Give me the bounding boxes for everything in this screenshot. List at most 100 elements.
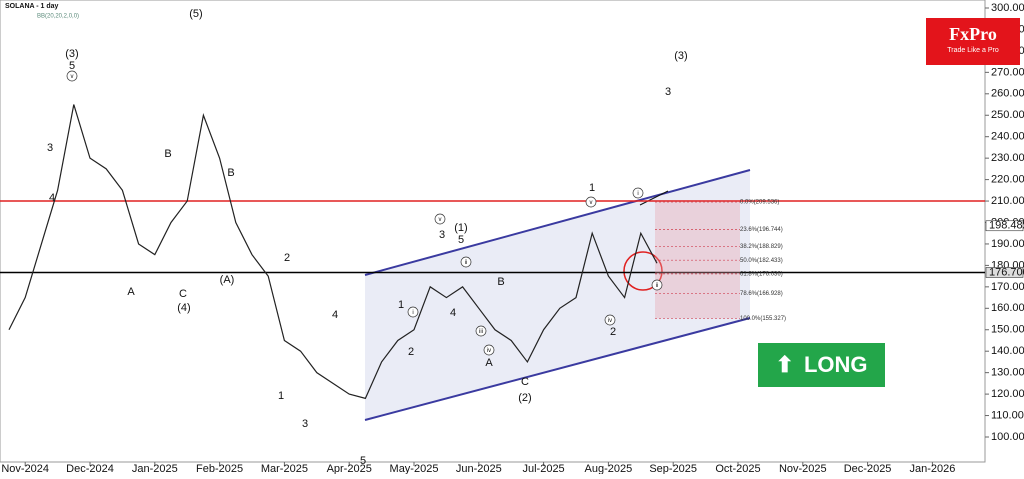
plot-frame: [0, 0, 986, 463]
wave-circle: [585, 196, 597, 208]
wave-label: B: [497, 276, 504, 288]
y-tick-label: 140.000: [991, 345, 1024, 357]
signal-text: LONG: [803, 352, 868, 377]
wave-circle: [460, 256, 472, 268]
price-badge: [985, 267, 1024, 278]
fib-label: 23.6%(196.744): [740, 227, 783, 233]
x-tick-label: May-2025: [390, 463, 439, 474]
wave-label: (1): [454, 222, 467, 234]
circled-label: iv: [608, 318, 612, 324]
x-tick-label: Nov-2025: [779, 463, 827, 474]
wave-label: 3: [47, 142, 53, 154]
wave-circle: [651, 279, 663, 291]
wave-label: C: [521, 376, 529, 388]
wave-label: 5: [458, 234, 464, 246]
x-tick-label: Sep-2025: [649, 463, 697, 474]
y-tick-label: 270.000: [991, 66, 1024, 78]
x-tick-label: Dec-2024: [66, 463, 114, 474]
subtitle: BB(20,20,2,0,0): [37, 14, 79, 20]
wave-label: (4): [177, 302, 190, 314]
highlight-circle: [623, 251, 663, 291]
y-tick-label: 210.000: [991, 195, 1024, 207]
y-tick-label: 170.000: [991, 281, 1024, 293]
wave-label: B: [164, 148, 171, 160]
circled-label: i: [412, 310, 413, 316]
logo-tagline: Trade Like a Pro: [947, 47, 999, 54]
y-tick-label: 100.000: [991, 431, 1024, 443]
fib-label: 38.2%(188.829): [740, 244, 783, 250]
wave-label: 4: [49, 192, 55, 204]
channel-upper: [364, 169, 751, 276]
wave-label: 2: [610, 326, 616, 338]
price-badge: [985, 220, 1024, 232]
circled-label: v: [590, 200, 593, 206]
x-tick-label: Apr-2025: [327, 463, 372, 474]
arrow: [639, 190, 669, 206]
y-tick-label: 220.000: [991, 174, 1024, 186]
wave-circle: [604, 314, 616, 326]
logo: FxPro Trade Like a Pro: [926, 18, 1020, 65]
fib-label: 100.0%(155.327): [740, 316, 786, 322]
circled-label: v: [439, 217, 442, 223]
wave-label: 4: [332, 309, 338, 321]
wave-label: 1: [589, 182, 595, 194]
circled-label: ii: [656, 283, 659, 289]
signal-badge: ⬆ LONG: [758, 343, 885, 387]
x-tick-label: Jul-2025: [522, 463, 564, 474]
arrow-icon: ⬆: [775, 352, 794, 377]
y-tick-label: 110.000: [991, 409, 1024, 421]
wave-label: (2): [518, 392, 531, 404]
x-tick-label: Jun-2025: [456, 463, 502, 474]
wave-label: (3): [65, 48, 78, 60]
y-tick-label: 250.000: [991, 109, 1024, 121]
wave-circle: [407, 306, 419, 318]
wave-label: 3: [302, 418, 308, 430]
fib-zone: [655, 202, 740, 319]
x-tick-label: Dec-2025: [844, 463, 892, 474]
price-badge-label: 198.482: [989, 220, 1024, 232]
wave-label: C: [179, 288, 187, 300]
wave-label: 2: [408, 346, 414, 358]
circled-label: i: [637, 191, 638, 197]
circled-label: v: [71, 74, 74, 80]
x-tick-label: Jan-2025: [132, 463, 178, 474]
fib-label: 78.6%(166.928): [740, 291, 783, 297]
wave-label: (3): [674, 50, 687, 62]
wave-label: (5): [189, 8, 202, 20]
fib-label: 61.8%(176.036): [740, 271, 783, 277]
x-tick-label: Nov-2024: [1, 463, 49, 474]
y-tick-label: 260.000: [991, 88, 1024, 100]
y-tick-label: 240.000: [991, 131, 1024, 143]
wave-label: 5: [360, 455, 366, 467]
price-badge-label: 176.700: [989, 266, 1024, 278]
x-tick-label: Feb-2025: [196, 463, 243, 474]
wave-label: A: [127, 286, 135, 298]
fib-label: 0.0%(209.536): [740, 200, 779, 206]
channel-lower: [364, 317, 751, 421]
wave-label: 2: [284, 252, 290, 264]
price-line: [8, 104, 658, 400]
wave-circle: [66, 70, 78, 82]
x-tick-label: Aug-2025: [585, 463, 633, 474]
wave-label: 3: [665, 86, 671, 98]
y-tick-label: 130.000: [991, 367, 1024, 379]
wave-label: 3: [439, 229, 445, 241]
y-tick-label: 120.000: [991, 388, 1024, 400]
circled-label: ii: [465, 260, 468, 266]
x-tick-label: Oct-2025: [715, 463, 760, 474]
fib-label: 50.0%(182.433): [740, 258, 783, 264]
x-tick-label: Mar-2025: [261, 463, 308, 474]
wave-label: 4: [450, 307, 456, 319]
circled-label: iv: [487, 348, 491, 354]
channel-fill: [365, 170, 750, 420]
y-tick-label: 300.000: [991, 2, 1024, 14]
circled-label: iii: [479, 329, 483, 335]
wave-circle: [434, 213, 446, 225]
wave-label: A: [485, 357, 493, 369]
x-tick-label: Jan-2026: [909, 463, 955, 474]
wave-circle: [632, 187, 644, 199]
y-tick-label: 160.000: [991, 302, 1024, 314]
wave-label: 5: [69, 60, 75, 72]
